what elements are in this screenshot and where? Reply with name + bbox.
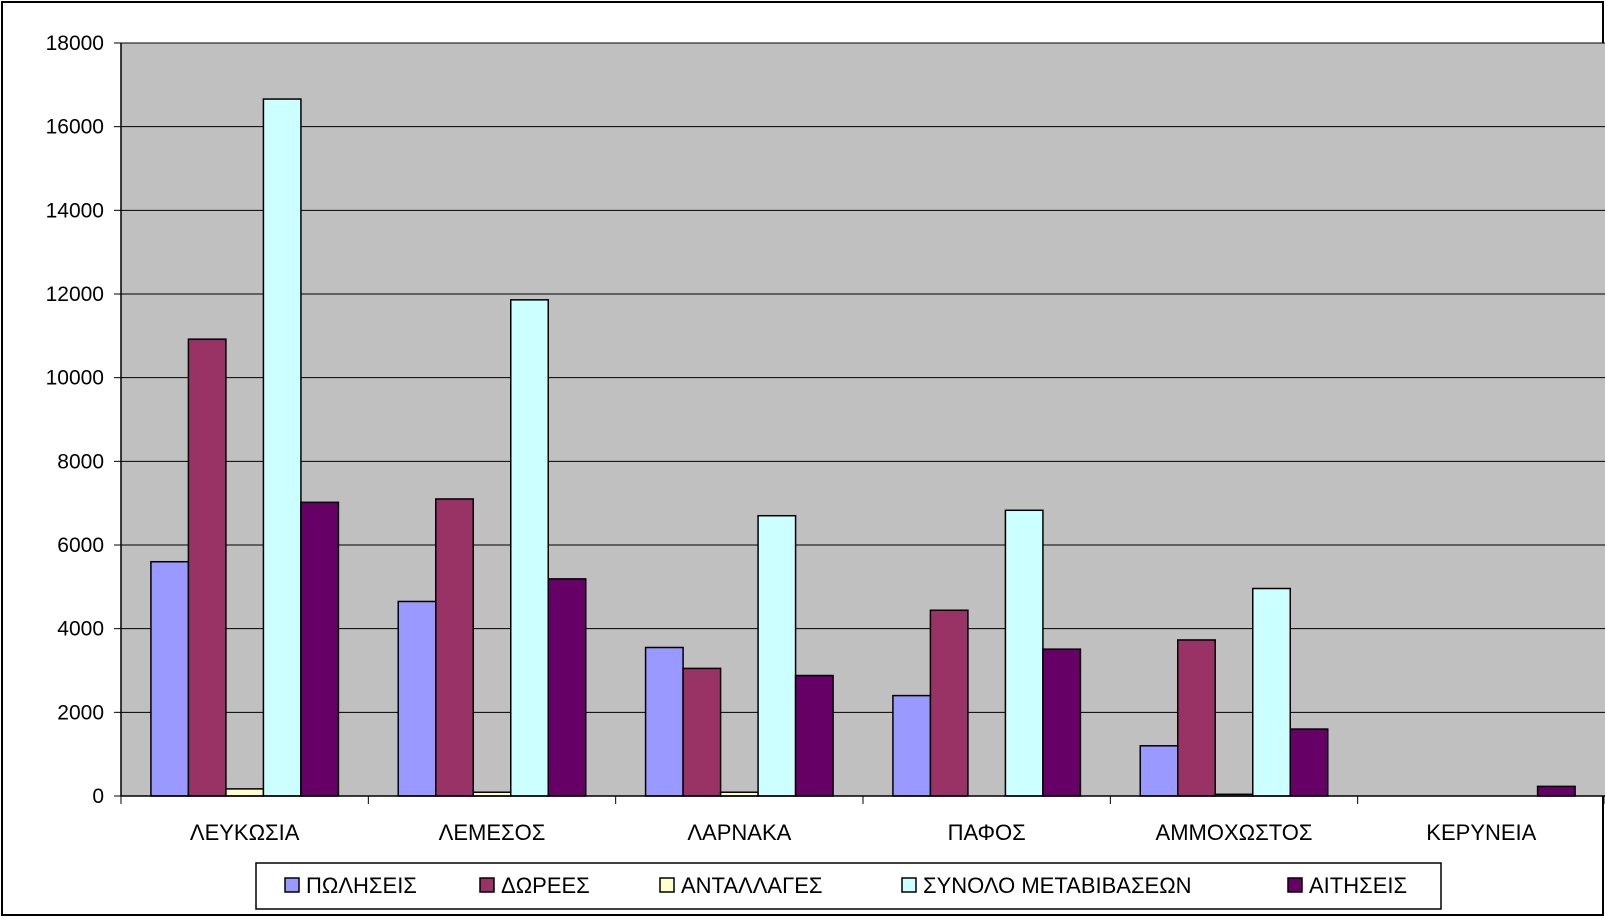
bar	[510, 299, 549, 797]
bar	[1252, 587, 1291, 797]
x-category-label: ΑΜΜΟΧΩΣΤΟΣ	[1156, 820, 1313, 845]
series-0	[150, 560, 1179, 797]
plot-area	[121, 43, 1605, 796]
legend-label: ΑΙΤΗΣΕΙΣ	[1309, 873, 1407, 898]
bar	[794, 674, 834, 797]
x-category-label: ΛΕΥΚΩΣΙΑ	[190, 820, 300, 845]
bar	[1042, 648, 1082, 797]
legend-swatch	[479, 877, 495, 893]
bar	[757, 514, 797, 797]
bar	[300, 501, 340, 797]
x-category-label: ΚΕΡΥΝΕΙΑ	[1426, 820, 1536, 845]
legend-swatch	[901, 877, 917, 893]
legend-label: ΣΥΝΟΛΟ ΜΕΤΑΒΙΒΑΣΕΩΝ	[923, 873, 1192, 898]
bar-series-group	[150, 98, 1576, 797]
y-tick-label: 8000	[57, 450, 104, 473]
series-1	[187, 338, 1216, 797]
series-3	[262, 98, 1291, 797]
axes	[114, 42, 1605, 804]
bar	[397, 600, 437, 797]
y-axis-tick-labels: 0 2000 4000 6000 8000 10000 12000 14000 16000 180…	[46, 32, 104, 808]
y-tick-label: 0	[92, 785, 104, 808]
bar	[547, 578, 587, 797]
legend-swatch	[284, 877, 300, 893]
legend: ΠΩΛΗΣΕΙΣ ΔΩΡΕΕΣ ΑΝΤΑΛΛΑΓΕΣ ΣΥΝΟΛΟ ΜΕΤΑΒΙΒΑΣ…	[255, 862, 1442, 910]
y-tick-label: 18000	[46, 32, 104, 55]
x-category-label: ΠΑΦΟΣ	[948, 820, 1026, 845]
x-category-label: ΛΑΡΝΑΚΑ	[687, 820, 791, 845]
y-tick-label: 10000	[46, 367, 104, 390]
legend-label: ΑΝΤΑΛΛΑΓΕΣ	[681, 873, 823, 898]
bar	[1536, 785, 1576, 797]
legend-box	[255, 862, 1442, 910]
legend-label: ΠΩΛΗΣΕΙΣ	[306, 873, 417, 898]
legend-swatch	[659, 877, 675, 893]
bar	[1177, 639, 1216, 797]
bar	[150, 560, 190, 797]
y-tick-label: 6000	[57, 534, 104, 557]
bar	[1004, 509, 1044, 797]
bar	[929, 609, 969, 797]
y-tick-label: 14000	[46, 199, 104, 222]
y-tick-label: 2000	[57, 701, 104, 724]
bar	[892, 694, 932, 797]
bar	[262, 98, 302, 797]
y-tick-label: 16000	[46, 116, 104, 139]
x-axis-category-labels: ΛΕΥΚΩΣΙΑ ΛΕΜΕΣΟΣ ΛΑΡΝΑΚΑ ΠΑΦΟΣ ΑΜΜΟΧΩΣΤΟΣ ΚΕΡ…	[190, 820, 1537, 845]
bar	[1289, 728, 1329, 797]
bar	[682, 667, 722, 797]
bar	[225, 788, 265, 797]
y-tick-label: 4000	[57, 618, 104, 641]
x-category-label: ΛΕΜΕΣΟΣ	[439, 820, 546, 845]
y-tick-label: 12000	[46, 283, 104, 306]
bar	[1139, 745, 1179, 797]
bar	[187, 338, 227, 797]
bar	[435, 498, 474, 797]
legend-swatch	[1287, 877, 1303, 893]
gridlines	[121, 42, 1605, 713]
bar	[644, 646, 684, 797]
legend-label: ΔΩΡΕΕΣ	[501, 873, 590, 898]
series-4	[300, 501, 1576, 797]
